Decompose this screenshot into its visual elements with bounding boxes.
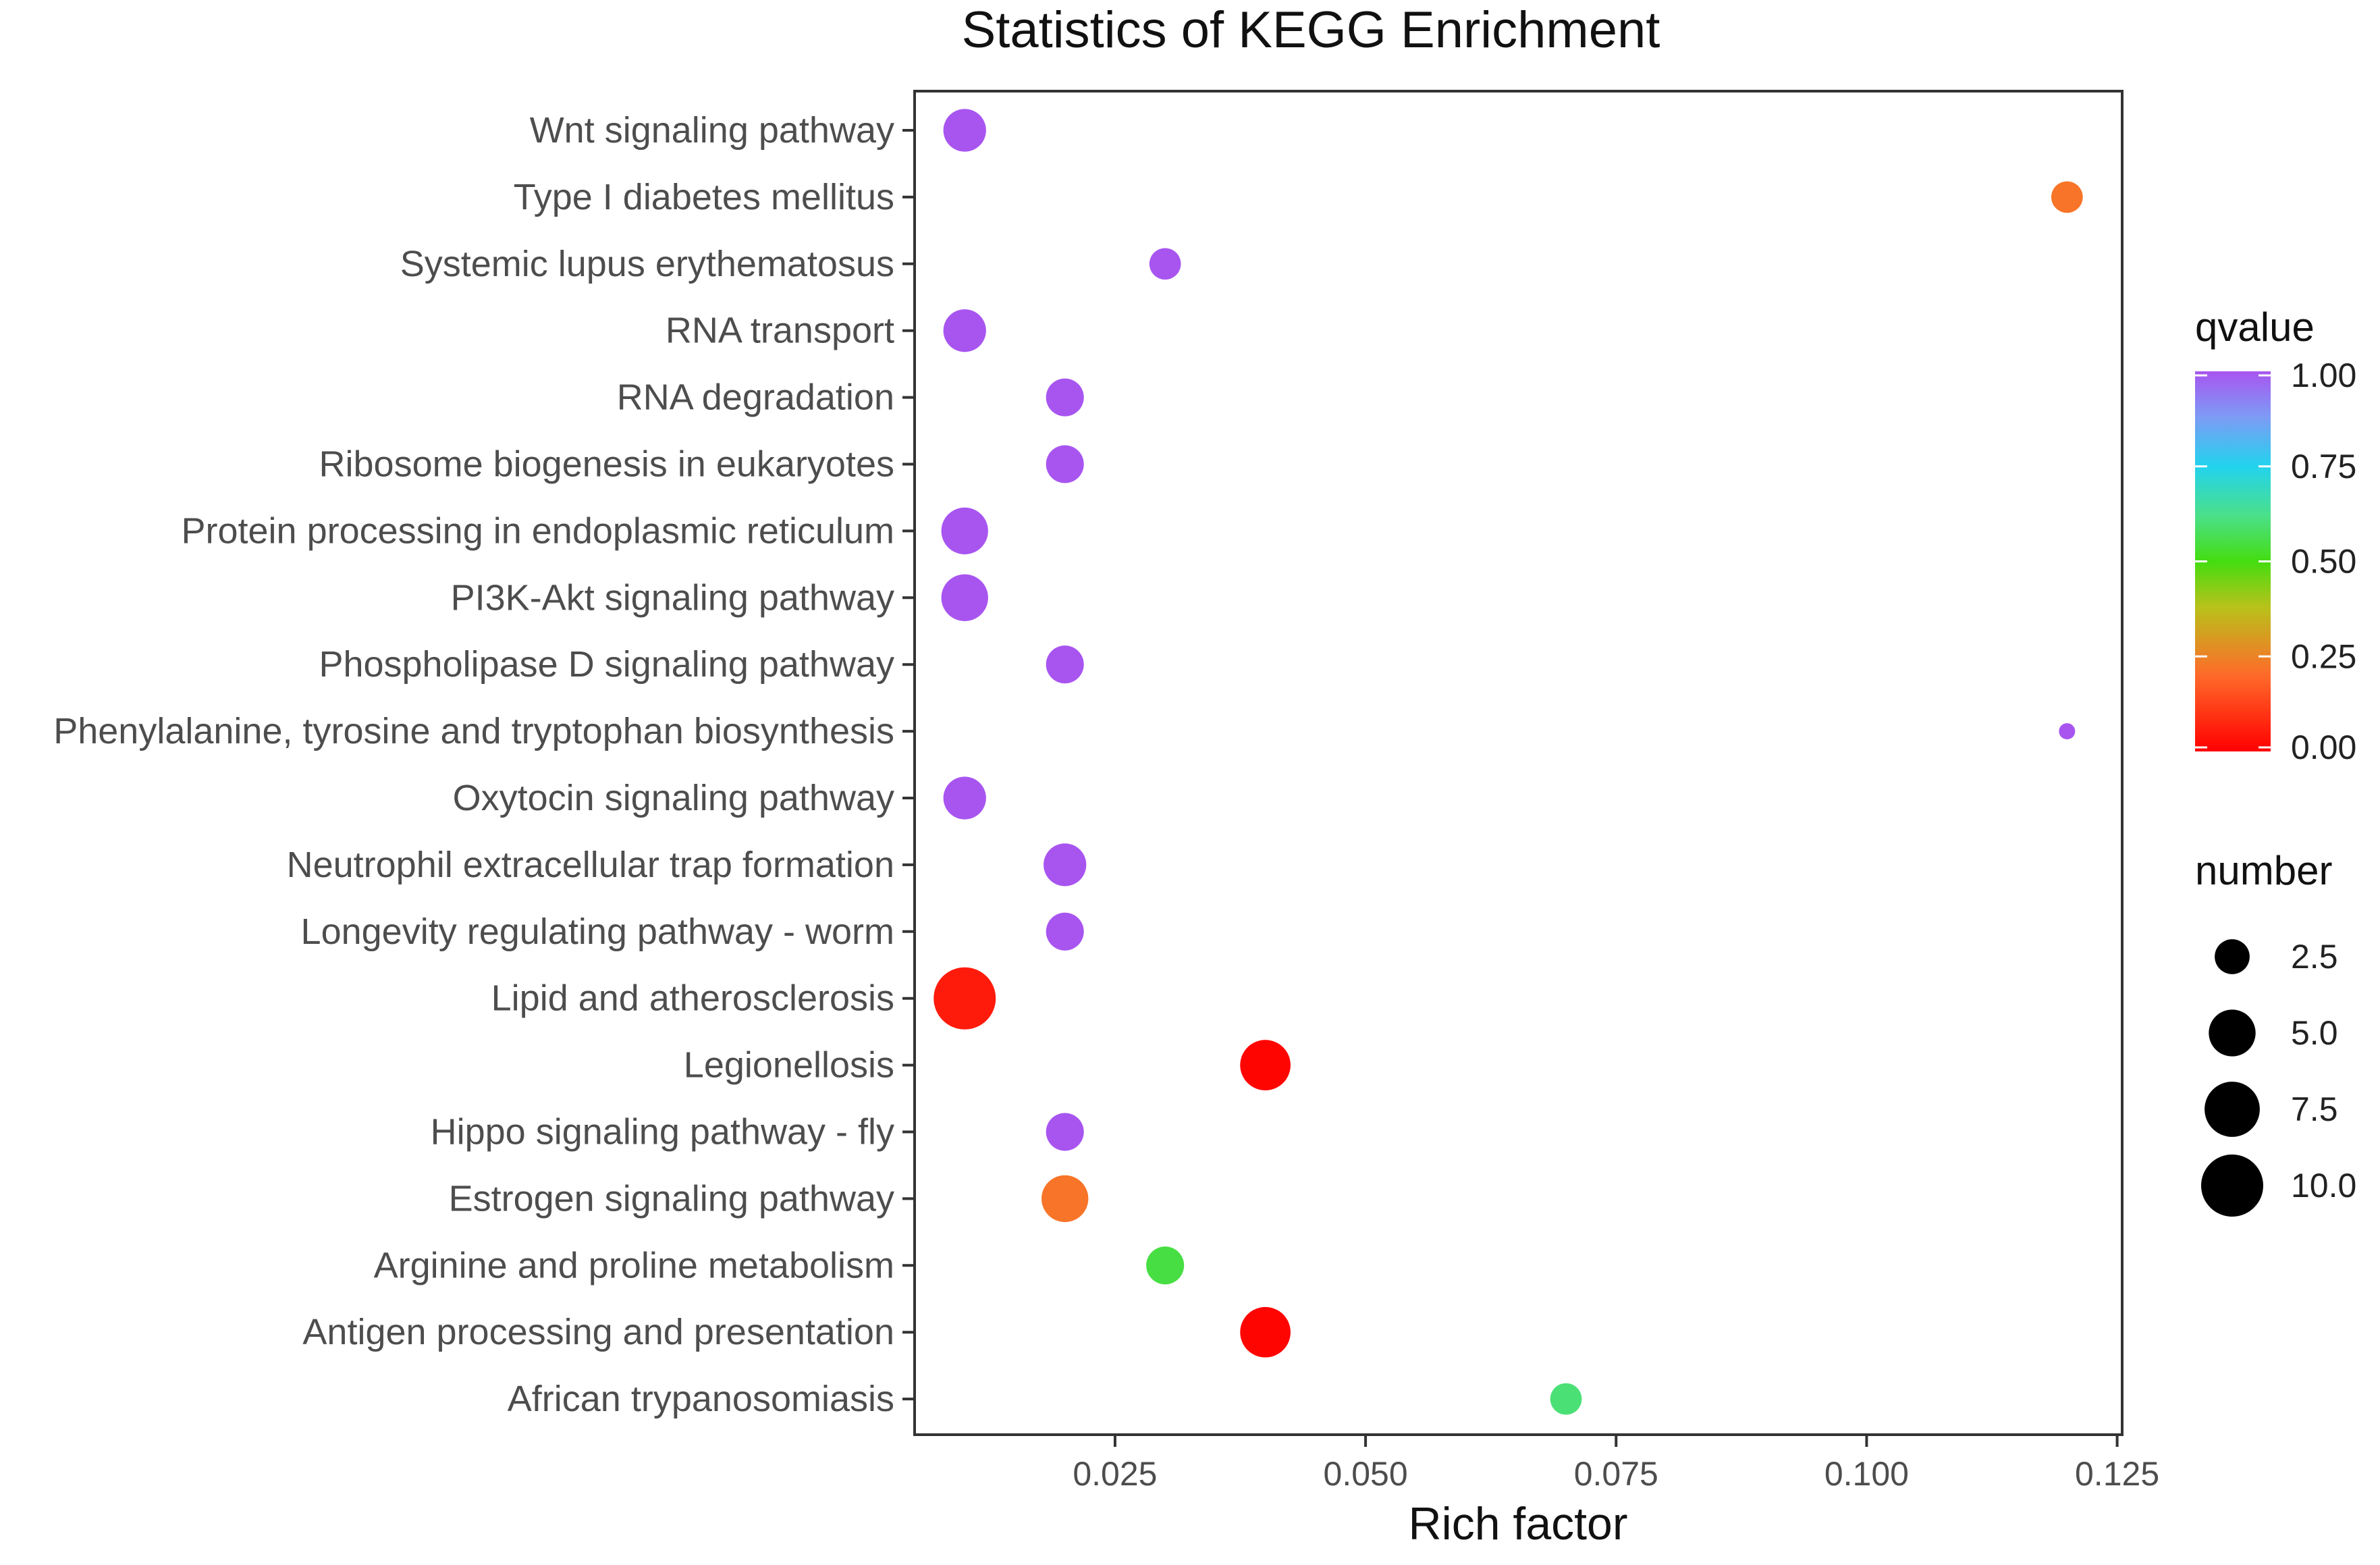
qvalue-tick-label: 0.50: [2291, 543, 2356, 581]
data-point: [1150, 248, 1181, 280]
y-tick-label: Neutrophil extracellular trap formation: [287, 845, 894, 885]
number-legend: number 2.5 5.0 7.5 10.0: [2195, 848, 2356, 1217]
y-tick-label: Arginine and proline metabolism: [374, 1245, 894, 1285]
x-tick-label: 0.100: [1824, 1455, 1909, 1493]
y-tick-label: Oxytocin signaling pathway: [453, 778, 894, 818]
y-tick-label: Phenylalanine, tyrosine and tryptophan b…: [53, 711, 894, 751]
data-point: [1550, 1383, 1582, 1415]
data-point: [1046, 445, 1084, 483]
data-point: [934, 967, 996, 1030]
qvalue-tick-label: 0.75: [2291, 448, 2356, 485]
data-point: [1046, 1113, 1084, 1150]
qvalue-tick-label: 0.25: [2291, 637, 2356, 675]
y-tick-label: Estrogen signaling pathway: [449, 1178, 894, 1219]
y-tick-label: Protein processing in endoplasmic reticu…: [181, 510, 894, 551]
qvalue-legend-title: qvalue: [2195, 304, 2315, 350]
y-tick-label: Legionellosis: [684, 1045, 894, 1086]
y-tick-label: RNA transport: [666, 311, 894, 351]
chart-title: Statistics of KEGG Enrichment: [962, 1, 1660, 59]
number-legend-label: 7.5: [2291, 1090, 2338, 1128]
x-tick-label: 0.025: [1073, 1455, 1157, 1493]
y-tick-label: Longevity regulating pathway - worm: [301, 911, 894, 952]
number-legend-label: 2.5: [2291, 938, 2338, 976]
number-legend-dot: [2215, 939, 2250, 974]
data-point: [1042, 1175, 1088, 1222]
data-point: [2051, 182, 2083, 213]
data-point: [1146, 1246, 1184, 1284]
x-tick-label: 0.075: [1574, 1455, 1658, 1493]
number-legend-dot: [2209, 1009, 2255, 1056]
data-point: [1044, 843, 1086, 886]
number-legend-dot: [2201, 1155, 2263, 1217]
y-tick-label: RNA degradation: [617, 377, 894, 418]
data-point: [1240, 1040, 1291, 1090]
y-tick-label: Lipid and atherosclerosis: [491, 978, 894, 1019]
y-tick-label: PI3K-Akt signaling pathway: [451, 577, 894, 618]
kegg-enrichment-chart: Statistics of KEGG Enrichment Wnt signal…: [0, 0, 2380, 1565]
data-point: [944, 776, 986, 819]
y-tick-label: Phospholipase D signaling pathway: [319, 644, 894, 685]
y-tick-label: African trypanosomiasis: [508, 1379, 894, 1419]
data-point: [1240, 1307, 1291, 1358]
data-point: [942, 575, 988, 621]
data-point: [944, 109, 986, 151]
qvalue-legend: qvalue 1.00 0.75 0.50 0.25 0.00: [2195, 304, 2356, 766]
y-tick-label: Type I diabetes mellitus: [514, 177, 894, 217]
qvalue-tick-label: 0.00: [2291, 728, 2356, 766]
x-tick-label: 0.050: [1324, 1455, 1408, 1493]
number-legend-label: 10.0: [2291, 1167, 2356, 1204]
x-axis: 0.025 0.050 0.075 0.100 0.125: [1073, 1435, 2159, 1493]
y-tick-label: Hippo signaling pathway - fly: [431, 1112, 894, 1152]
y-tick-label: Wnt signaling pathway: [530, 110, 894, 151]
number-legend-dot: [2205, 1082, 2260, 1137]
x-axis-title: Rich factor: [1409, 1498, 1628, 1549]
number-legend-title: number: [2195, 848, 2332, 893]
data-point: [1046, 913, 1084, 951]
number-legend-label: 5.0: [2291, 1014, 2338, 1052]
y-axis: Wnt signaling pathway Type I diabetes mel…: [53, 110, 915, 1419]
x-tick-label: 0.125: [2075, 1455, 2159, 1493]
y-tick-label: Antigen processing and presentation: [302, 1312, 894, 1352]
plot-panel: [915, 91, 2122, 1435]
data-point: [2059, 723, 2075, 739]
data-point: [942, 508, 988, 554]
data-point: [1046, 645, 1084, 683]
data-point: [1046, 379, 1084, 417]
qvalue-tick-label: 1.00: [2291, 356, 2356, 394]
y-tick-label: Ribosome biogenesis in eukaryotes: [319, 444, 894, 485]
y-tick-label: Systemic lupus erythematosus: [400, 244, 894, 284]
data-point: [944, 309, 986, 352]
